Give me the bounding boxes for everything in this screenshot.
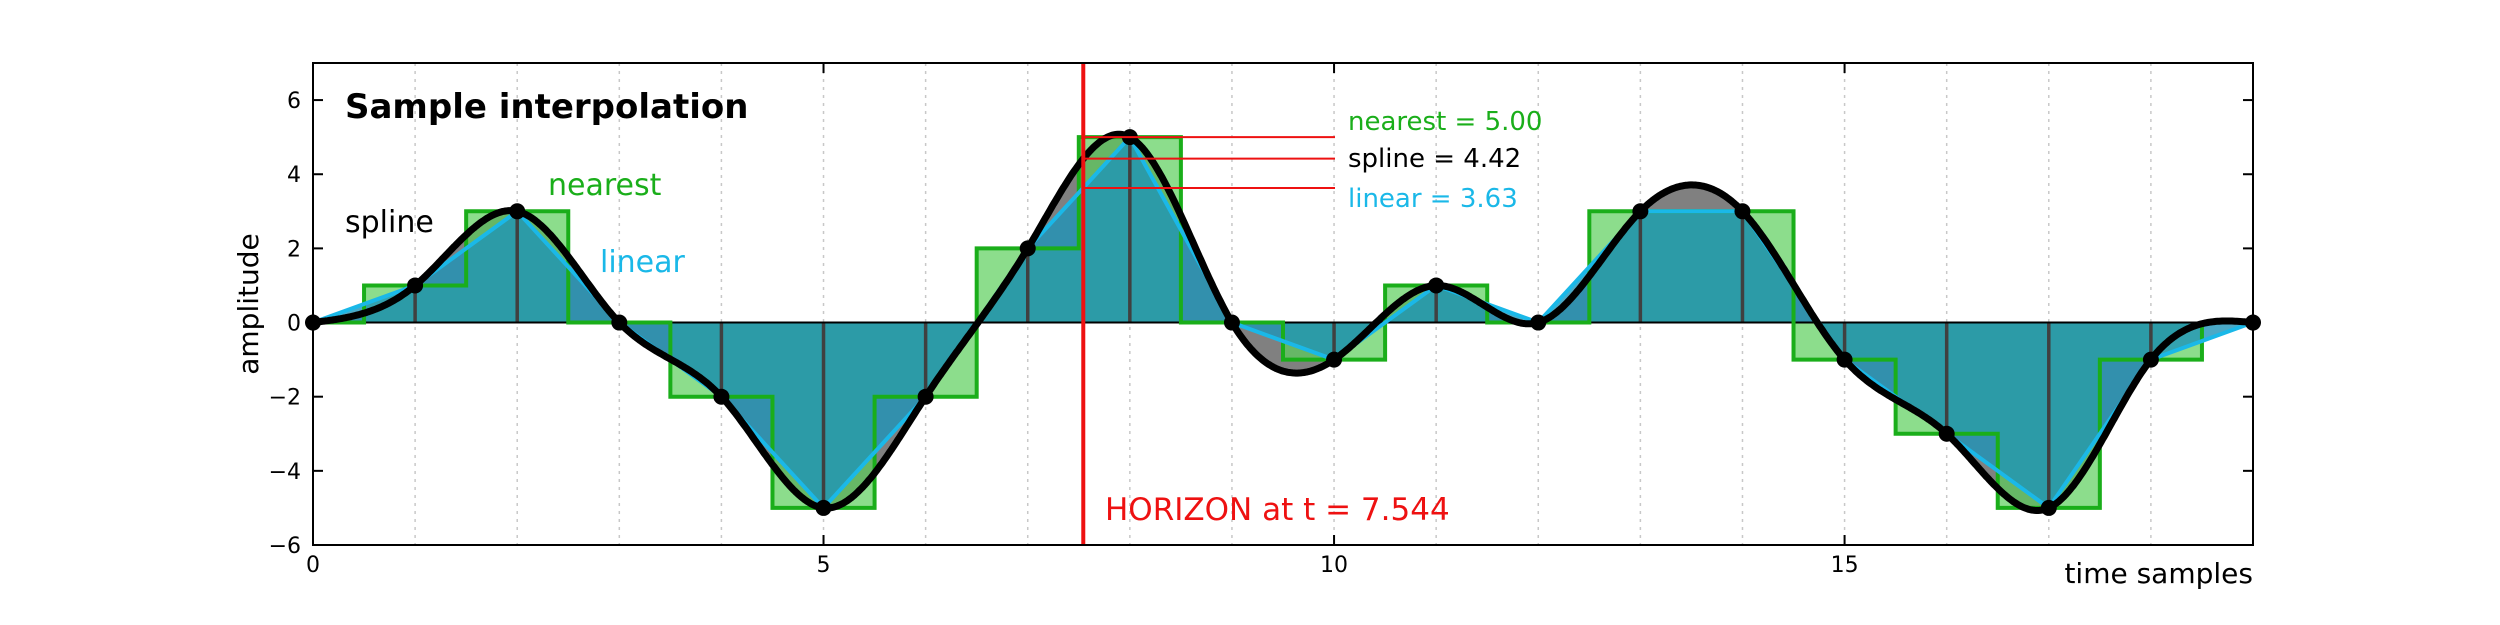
x-tick-label: 5 bbox=[817, 553, 831, 578]
sample-point-15 bbox=[1836, 351, 1853, 368]
legend-linear-label: linear bbox=[600, 245, 686, 280]
sample-point-14 bbox=[1734, 203, 1751, 220]
sample-point-7 bbox=[1019, 240, 1036, 257]
y-tick-label: −6 bbox=[269, 534, 301, 559]
sample-point-16 bbox=[1938, 425, 1955, 442]
x-tick-label: 10 bbox=[1320, 553, 1348, 578]
sample-point-2 bbox=[509, 203, 526, 220]
grid-layer bbox=[414, 63, 2152, 545]
sample-point-13 bbox=[1632, 203, 1649, 220]
plot-frame bbox=[312, 62, 2254, 546]
sample-point-17 bbox=[2040, 499, 2057, 516]
sample-point-11 bbox=[1428, 277, 1445, 294]
horizon-layer bbox=[1081, 63, 1335, 545]
sample-point-9 bbox=[1223, 314, 1240, 331]
x-axis-label: time samples bbox=[2064, 557, 2253, 590]
readout-nearest: nearest = 5.00 bbox=[1348, 107, 1542, 137]
sample-point-10 bbox=[1326, 351, 1343, 368]
readout-linear: linear = 3.63 bbox=[1348, 184, 1518, 214]
points-layer bbox=[305, 129, 2261, 516]
y-tick-label: −4 bbox=[269, 460, 301, 485]
sample-point-3 bbox=[611, 314, 628, 331]
text-layer: Sample interpolation time samples amplit… bbox=[232, 87, 2253, 590]
y-tick-label: −2 bbox=[269, 386, 301, 411]
y-axis-label: amplitude bbox=[232, 233, 265, 375]
horizon-label: HORIZON at t = 7.544 bbox=[1105, 492, 1450, 528]
x-tick-label: 0 bbox=[306, 553, 320, 578]
spline-curve bbox=[311, 130, 2255, 514]
nearest-step-line bbox=[313, 135, 2253, 510]
x-tick-label: 15 bbox=[1831, 553, 1859, 578]
lines-layer bbox=[311, 130, 2255, 514]
y-tick-label: 2 bbox=[287, 237, 301, 262]
y-tick-label: 6 bbox=[287, 89, 301, 114]
legend-spline-label: spline bbox=[345, 205, 434, 240]
ticks-layer: 0 5 10 15 −6 −4 −2 0 2 4 6 bbox=[269, 63, 2253, 578]
sample-point-1 bbox=[407, 277, 424, 294]
legend-nearest-label: nearest bbox=[548, 168, 662, 203]
sample-point-4 bbox=[713, 388, 730, 405]
sample-point-12 bbox=[1530, 314, 1547, 331]
y-tick-label: 0 bbox=[287, 312, 301, 337]
sample-point-5 bbox=[815, 499, 832, 516]
readout-spline: spline = 4.42 bbox=[1348, 144, 1521, 174]
chart-title: Sample interpolation bbox=[345, 87, 748, 127]
sample-point-18 bbox=[2142, 351, 2159, 368]
sample-point-6 bbox=[917, 388, 934, 405]
y-tick-label: 4 bbox=[287, 163, 301, 188]
